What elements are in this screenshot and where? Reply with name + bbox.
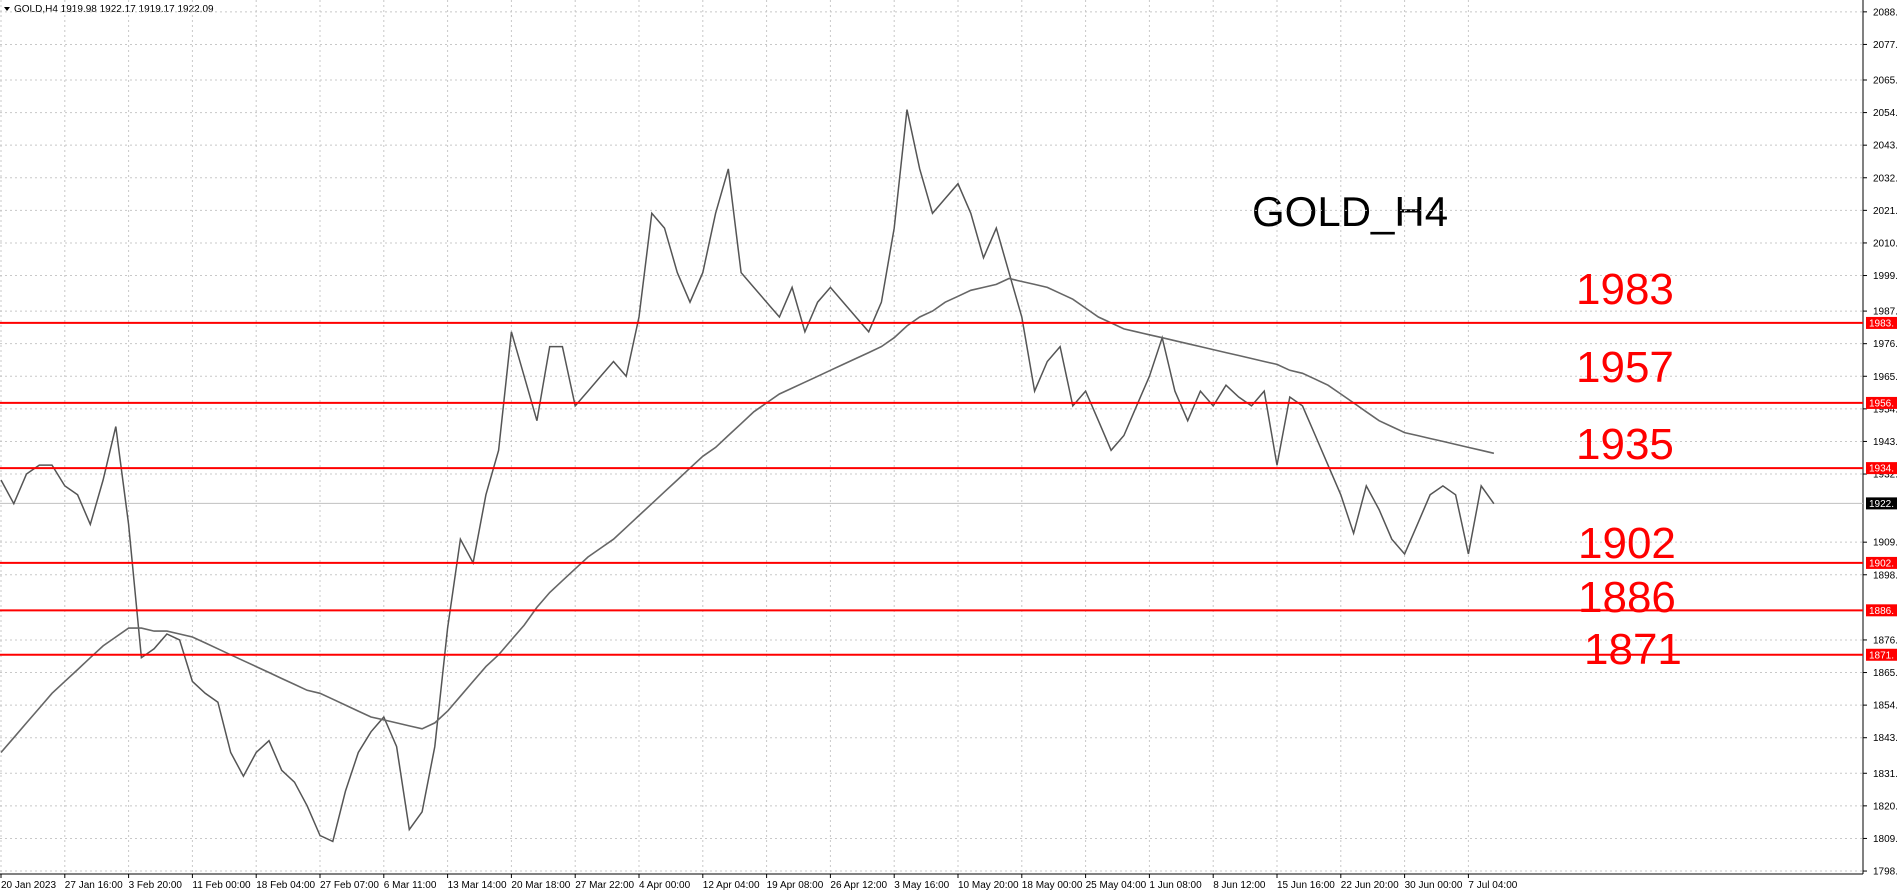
current-price-box xyxy=(1866,497,1897,510)
y-tick-label: 1809. xyxy=(1873,834,1897,845)
x-tick-label: 10 May 20:00 xyxy=(958,880,1019,891)
y-tick-label: 1876. xyxy=(1873,635,1897,646)
x-tick-label: 30 Jun 00:00 xyxy=(1405,880,1463,891)
x-tick-label: 7 Jul 04:00 xyxy=(1468,880,1517,891)
x-tick-label: 3 Feb 20:00 xyxy=(129,880,183,891)
x-tick-label: 4 Apr 00:00 xyxy=(639,880,691,891)
x-tick-label: 8 Jun 12:00 xyxy=(1213,880,1266,891)
level-annotation: 1871 xyxy=(1584,625,1682,674)
level-box xyxy=(1866,316,1897,329)
x-tick-label: 25 May 04:00 xyxy=(1086,880,1147,891)
y-tick-label: 2077. xyxy=(1873,40,1897,51)
x-tick-label: 13 Mar 14:00 xyxy=(448,880,507,891)
x-tick-label: 15 Jun 16:00 xyxy=(1277,880,1335,891)
level-label: 1886. xyxy=(1869,606,1894,617)
level-annotation: 1957 xyxy=(1576,343,1674,392)
x-tick-label: 20 Mar 18:00 xyxy=(511,880,570,891)
y-tick-label: 1976. xyxy=(1873,339,1897,350)
y-tick-label: 1854. xyxy=(1873,701,1897,712)
y-tick-label: 1843. xyxy=(1873,733,1897,744)
y-tick-label: 1798. xyxy=(1873,867,1897,878)
y-tick-label: 1932. xyxy=(1873,470,1897,481)
level-label: 1871. xyxy=(1869,650,1894,661)
y-tick-label: 1965. xyxy=(1873,372,1897,383)
x-tick-label: 3 May 16:00 xyxy=(894,880,949,891)
y-tick-label: 1954. xyxy=(1873,404,1897,415)
y-tick-label: 2010. xyxy=(1873,238,1897,249)
x-tick-label: 6 Mar 11:00 xyxy=(384,880,437,891)
chart-title: GOLD_H4 xyxy=(1252,188,1448,235)
level-box xyxy=(1866,462,1897,475)
y-tick-label: 1943. xyxy=(1873,437,1897,448)
y-tick-label: 1999. xyxy=(1873,271,1897,282)
x-tick-label: 18 Feb 04:00 xyxy=(256,880,315,891)
y-tick-label: 2065. xyxy=(1873,75,1897,86)
level-label: 1983. xyxy=(1869,318,1894,329)
level-box xyxy=(1866,604,1897,617)
x-tick-label: 11 Feb 00:00 xyxy=(192,880,251,891)
level-annotation: 1902 xyxy=(1578,519,1676,568)
x-tick-label: 22 Jun 20:00 xyxy=(1341,880,1399,891)
level-label: 1934. xyxy=(1869,464,1894,475)
level-box xyxy=(1866,556,1897,569)
x-tick-label: 18 May 00:00 xyxy=(1022,880,1083,891)
x-tick-label: 26 Apr 12:00 xyxy=(830,880,887,891)
level-label: 1956. xyxy=(1869,398,1894,409)
level-annotation: 1886 xyxy=(1578,573,1676,622)
y-tick-label: 1987. xyxy=(1873,307,1897,318)
x-tick-label: 27 Jan 16:00 xyxy=(65,880,123,891)
y-tick-label: 2021. xyxy=(1873,206,1897,217)
x-tick-label: 1 Jun 08:00 xyxy=(1149,880,1202,891)
y-tick-label: 1820. xyxy=(1873,801,1897,812)
price-line xyxy=(0,109,1495,843)
moving-average xyxy=(0,277,1495,754)
level-box xyxy=(1866,396,1897,409)
level-label: 1902. xyxy=(1869,558,1894,569)
y-tick-label: 2043. xyxy=(1873,141,1897,152)
x-tick-label: 20 Jan 2023 xyxy=(1,880,56,891)
x-tick-label: 27 Mar 22:00 xyxy=(575,880,634,891)
x-tick-label: 12 Apr 04:00 xyxy=(703,880,760,891)
level-box xyxy=(1866,648,1897,661)
menu-triangle[interactable] xyxy=(4,7,10,11)
y-tick-label: 1909. xyxy=(1873,538,1897,549)
y-tick-label: 2054. xyxy=(1873,108,1897,119)
current-price-label: 1922. xyxy=(1869,499,1894,510)
y-tick-label: 2088. xyxy=(1873,7,1897,18)
y-tick-label: 1898. xyxy=(1873,570,1897,581)
header: GOLD,H4 1919.98 1922.17 1919.17 1922.09 xyxy=(14,4,214,15)
y-tick-label: 1865. xyxy=(1873,668,1897,679)
x-tick-label: 19 Apr 08:00 xyxy=(767,880,824,891)
y-tick-label: 2032. xyxy=(1873,173,1897,184)
level-annotation: 1935 xyxy=(1576,420,1674,469)
x-tick-label: 27 Feb 07:00 xyxy=(320,880,379,891)
level-annotation: 1983 xyxy=(1576,265,1674,314)
y-tick-label: 1831. xyxy=(1873,769,1897,780)
